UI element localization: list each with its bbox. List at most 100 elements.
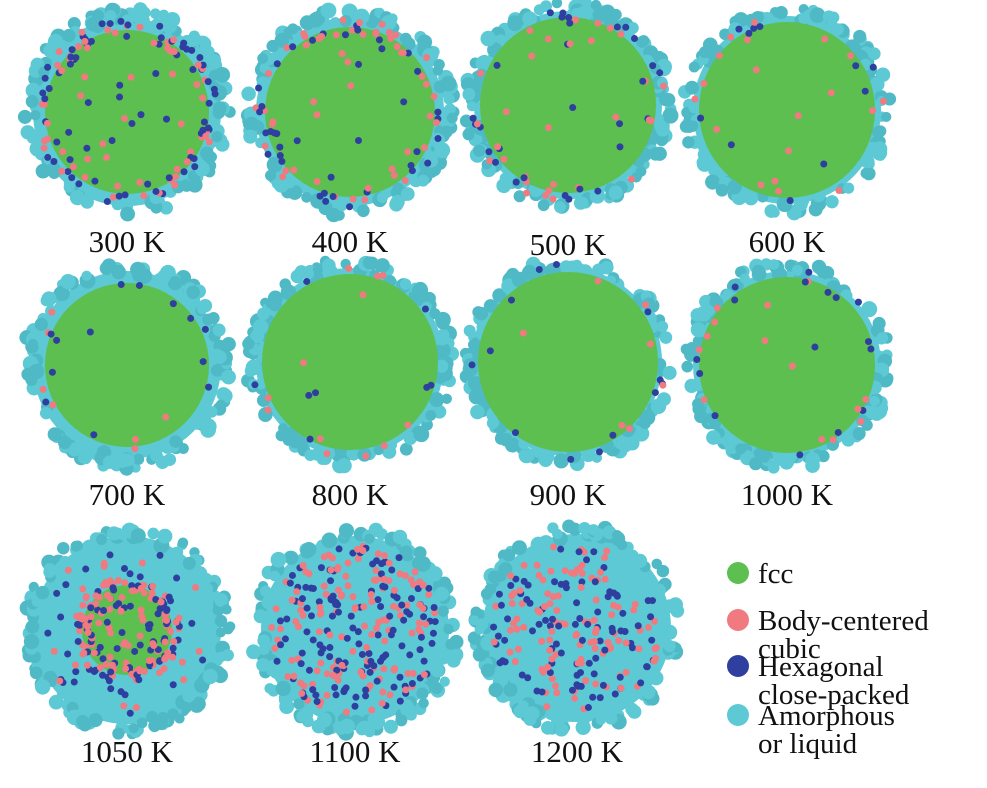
defect-atom (201, 325, 209, 333)
shell-atom (694, 409, 708, 424)
defect-atom (827, 89, 835, 97)
defect-atom (637, 679, 645, 687)
defect-atom (380, 575, 388, 583)
defect-atom (169, 653, 177, 661)
defect-atom (375, 36, 383, 44)
shell-atom (446, 112, 458, 124)
defect-atom (374, 596, 382, 604)
shell-atom (34, 317, 48, 331)
defect-atom (418, 72, 426, 80)
shell-atom (400, 187, 415, 201)
defect-atom (500, 155, 508, 163)
defect-atom (172, 173, 180, 181)
defect-atom (283, 44, 291, 52)
defect-atom (316, 641, 324, 649)
defect-atom (713, 304, 721, 312)
shell-atom (437, 605, 449, 617)
defect-atom (544, 124, 552, 132)
shell-atom (221, 369, 236, 385)
defect-atom (546, 646, 554, 654)
defect-atom (548, 655, 556, 663)
shell-atom (17, 109, 33, 124)
defect-atom (298, 689, 306, 697)
shell-atom (30, 110, 41, 121)
shell-atom (35, 585, 50, 600)
defect-atom (514, 645, 522, 653)
defect-atom (48, 308, 56, 316)
defect-atom (199, 126, 207, 134)
defect-atom (352, 693, 360, 701)
panel-label: 900 K (530, 477, 607, 512)
shell-atom (852, 426, 866, 441)
defect-atom (315, 598, 323, 606)
shell-atom (553, 453, 569, 469)
defect-atom (576, 669, 584, 677)
defect-atom (364, 184, 372, 192)
defect-atom (45, 84, 53, 92)
defect-atom (512, 575, 520, 583)
defect-atom (329, 193, 337, 201)
shell-atom (217, 388, 233, 404)
shell-atom (253, 609, 268, 624)
shell-atom (25, 82, 41, 99)
particle (467, 519, 685, 737)
defect-atom (417, 633, 425, 641)
shell-atom (435, 342, 451, 359)
shell-atom (438, 654, 449, 665)
defect-atom (526, 599, 534, 607)
defect-atom (861, 87, 869, 95)
defect-atom (614, 603, 622, 611)
shell-atom (626, 21, 639, 35)
shell-atom (503, 682, 518, 697)
defect-atom (331, 683, 339, 691)
shell-atom (414, 282, 427, 295)
defect-atom (434, 135, 442, 143)
shell-atom (357, 204, 370, 218)
particle (17, 2, 236, 222)
shell-atom (480, 635, 496, 651)
defect-atom (713, 125, 721, 133)
defect-atom (150, 39, 158, 47)
defect-atom (113, 645, 121, 653)
defect-atom (752, 66, 760, 74)
defect-atom (601, 575, 609, 583)
defect-atom (322, 197, 330, 205)
shell-atom (288, 433, 304, 449)
defect-atom (102, 660, 110, 668)
defect-atom (703, 332, 711, 340)
shell-atom (105, 9, 117, 22)
defect-atom (349, 195, 357, 203)
defect-atom (378, 45, 386, 53)
defect-atom (117, 280, 125, 288)
defect-atom (297, 606, 305, 614)
defect-atom (492, 602, 500, 610)
defect-atom (169, 70, 177, 78)
defect-atom (421, 144, 429, 152)
defect-atom (380, 616, 388, 624)
defect-atom (349, 593, 357, 601)
defect-atom (157, 598, 165, 606)
defect-atom (711, 412, 719, 420)
defect-atom (601, 646, 609, 654)
defect-atom (64, 650, 72, 658)
defect-atom (400, 98, 408, 106)
shell-atom (215, 399, 227, 410)
defect-atom (743, 36, 751, 44)
shell-atom (466, 100, 478, 112)
particle (246, 522, 464, 741)
defect-atom (329, 672, 337, 680)
defect-atom (313, 698, 321, 706)
defect-atom (399, 49, 407, 57)
defect-atom (421, 305, 429, 313)
defect-atom (251, 381, 259, 389)
particle (19, 258, 236, 476)
defect-atom (344, 582, 352, 590)
shell-atom (568, 522, 582, 536)
defect-atom (320, 189, 328, 197)
defect-atom (847, 52, 855, 60)
defect-atom (524, 581, 532, 589)
defect-atom (115, 192, 123, 200)
defect-atom (390, 586, 398, 594)
shell-atom (120, 206, 136, 222)
defect-atom (404, 49, 412, 57)
